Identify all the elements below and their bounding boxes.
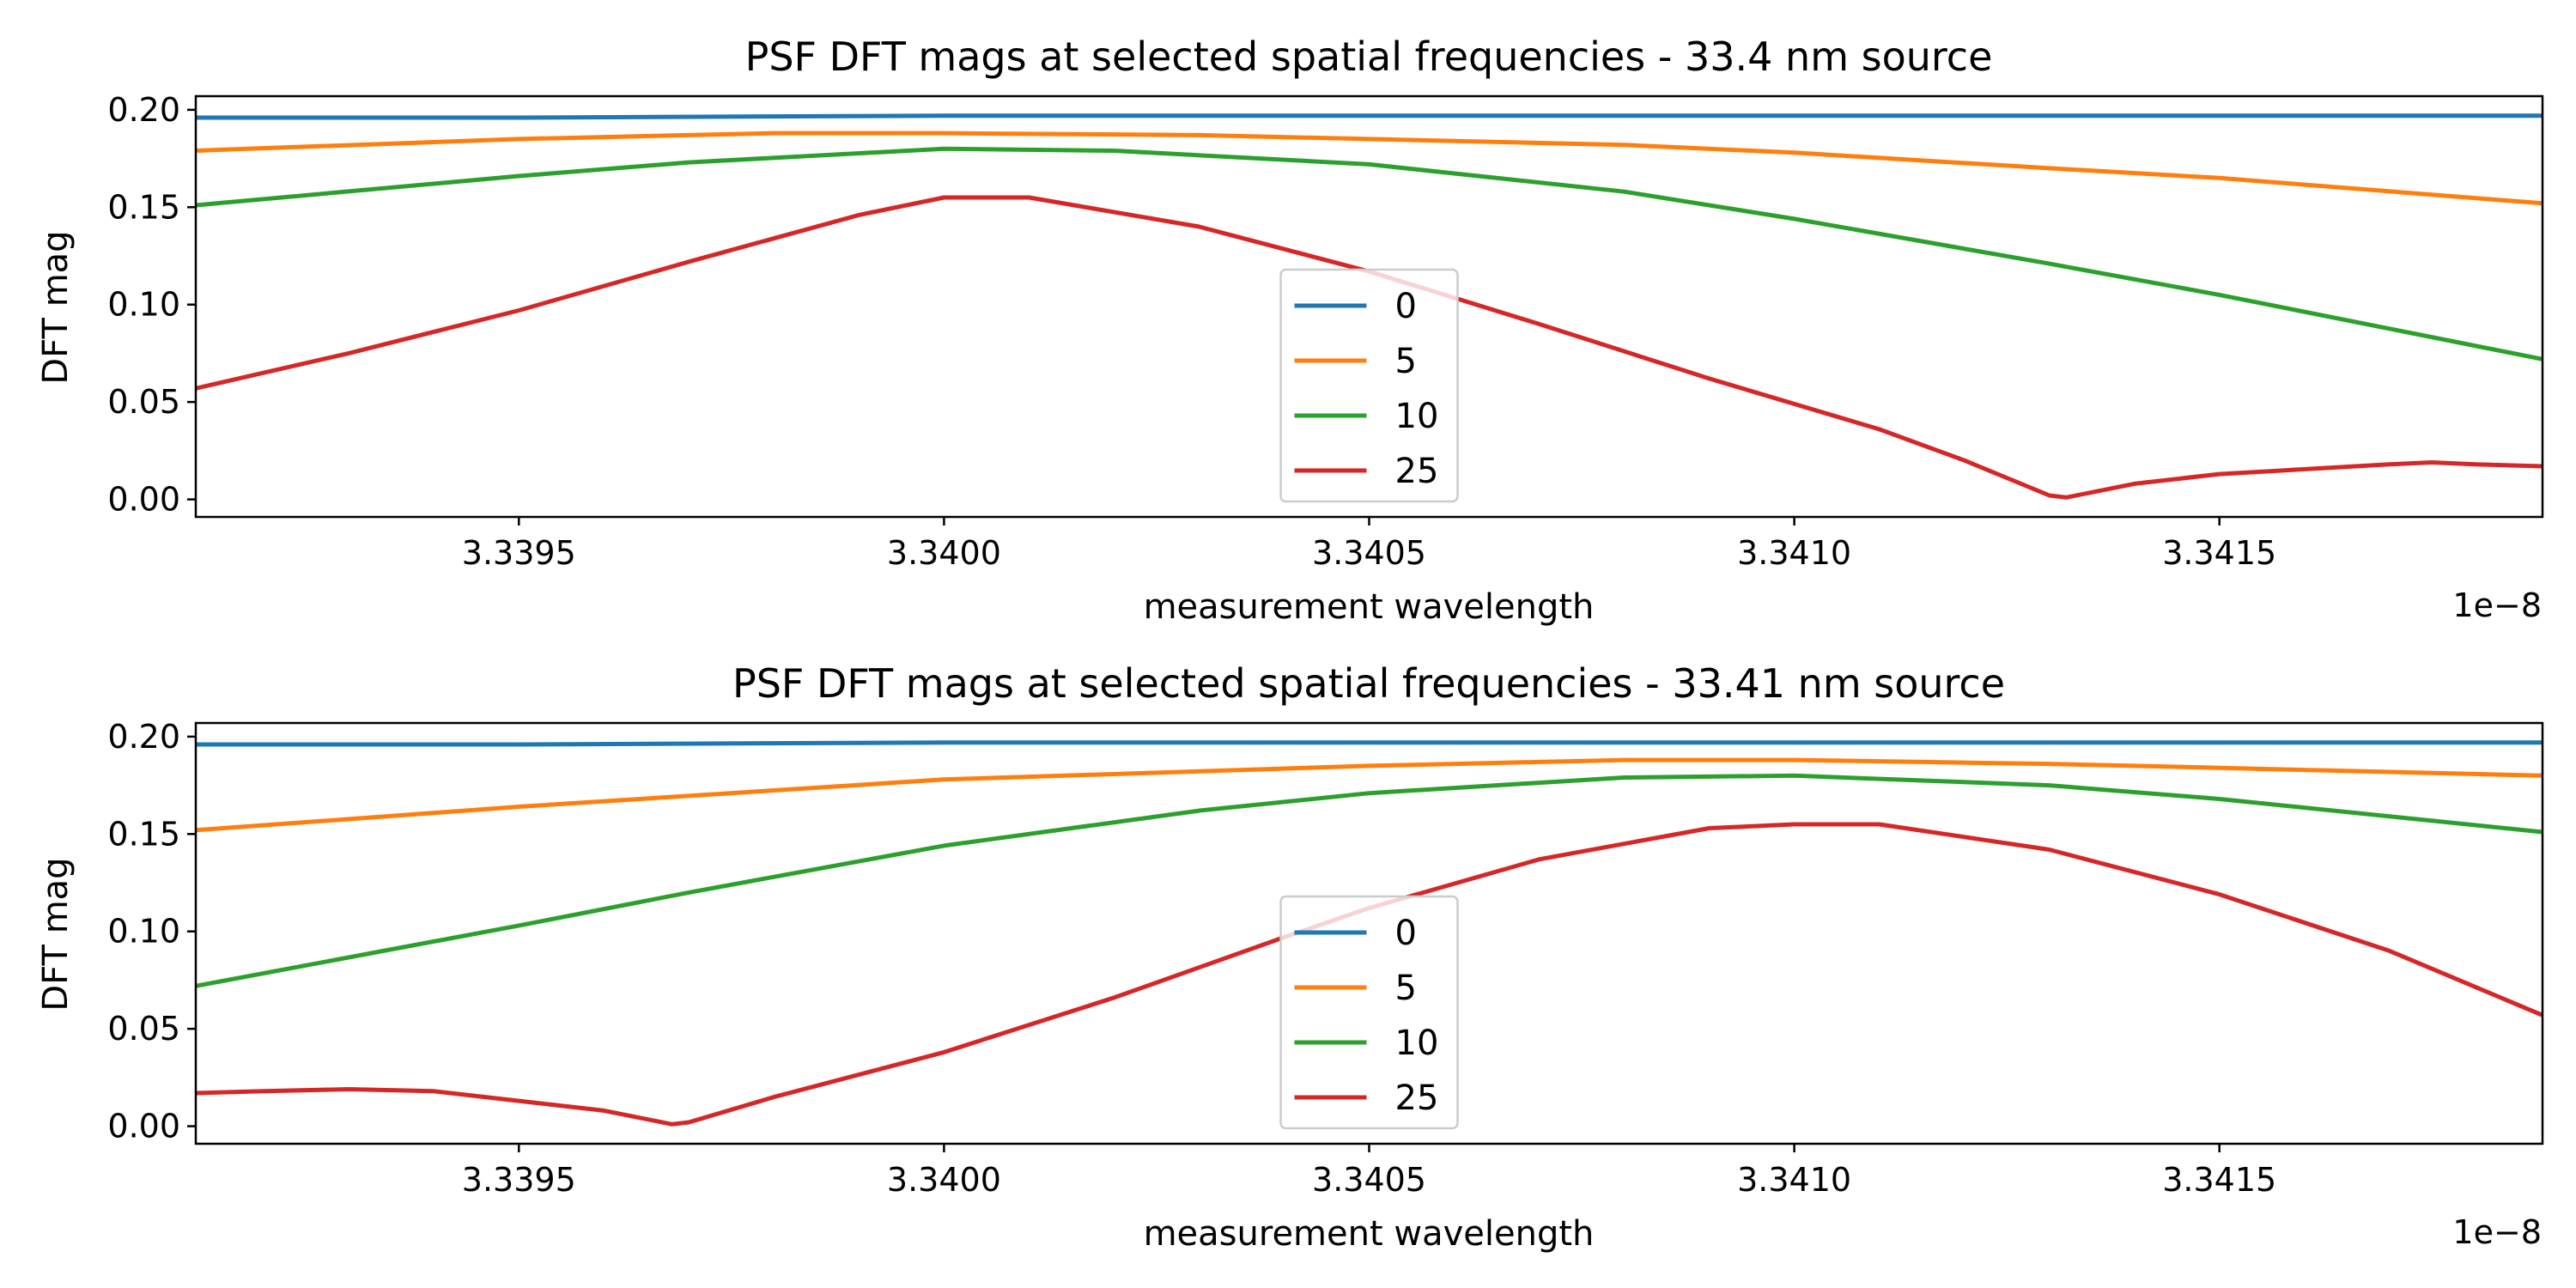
legend-label-0: 0	[1395, 287, 1417, 326]
x-offset-label: 1e−8	[2452, 586, 2542, 624]
series-line-25	[195, 195, 2543, 500]
y-axis-label: DFT mag	[36, 857, 76, 1011]
x-offset-label: 1e−8	[2452, 1213, 2542, 1251]
legend-label-25: 25	[1395, 452, 1439, 491]
x-axis-label: measurement wavelength	[1144, 587, 1595, 627]
series-line-5	[195, 757, 2543, 833]
legend-label-25: 25	[1395, 1078, 1439, 1118]
series-line-10	[195, 146, 2543, 361]
legend: 0 5 10 25	[1279, 268, 1459, 503]
y-tick-label: 0.00	[107, 1108, 180, 1145]
x-tick-label: 3.3410	[1737, 534, 1851, 572]
x-axis-label: measurement wavelength	[1144, 1214, 1595, 1254]
legend: 0 5 10 25	[1279, 895, 1459, 1130]
x-tick-label: 3.3395	[462, 534, 576, 572]
legend-box	[1279, 895, 1459, 1130]
legend-label-10: 10	[1395, 1024, 1439, 1063]
series-line-0	[196, 740, 2543, 747]
y-tick-label: 0.05	[107, 1010, 180, 1048]
legend-box	[1279, 268, 1459, 503]
y-tick-label: 0.15	[107, 188, 180, 226]
legend-label-5: 5	[1395, 969, 1417, 1008]
plot-area: 3.3395 3.3400 3.3405 3.3410 3.3415 0.00 0.05 0.…	[107, 91, 2544, 572]
chart-title: PSF DFT mags at selected spatial frequen…	[745, 33, 1993, 80]
legend-label-10: 10	[1395, 397, 1439, 436]
y-tick-label: 0.10	[107, 913, 180, 951]
y-tick-label: 0.05	[107, 383, 180, 421]
x-tick-label: 3.3415	[2162, 534, 2276, 572]
chart-title: PSF DFT mags at selected spatial frequen…	[732, 660, 2005, 707]
series-line-5	[195, 131, 2543, 206]
x-tick-label: 3.3405	[1312, 534, 1426, 572]
x-tick-label: 3.3410	[1737, 1161, 1851, 1199]
x-tick-label: 3.3400	[887, 1161, 1001, 1199]
y-tick-label: 0.20	[107, 91, 180, 129]
series-line-25	[195, 822, 2543, 1127]
x-tick-label: 3.3415	[2162, 1161, 2276, 1199]
plot-area: 3.3395 3.3400 3.3405 3.3410 3.3415 0.00 0.05 0.…	[107, 718, 2544, 1199]
x-tick-label: 3.3395	[462, 1161, 576, 1199]
x-tick-label: 3.3400	[887, 534, 1001, 572]
series-line-0	[196, 113, 2543, 120]
subplot-top: PSF DFT mags at selected spatial frequen…	[36, 33, 2544, 627]
y-axis-label: DFT mag	[36, 230, 76, 384]
series-line-10	[195, 773, 2543, 988]
legend-label-0: 0	[1395, 914, 1417, 953]
y-tick-label: 0.00	[107, 481, 180, 519]
legend-label-5: 5	[1395, 342, 1417, 381]
x-tick-label: 3.3405	[1312, 1161, 1426, 1199]
y-tick-label: 0.20	[107, 718, 180, 756]
y-tick-label: 0.10	[107, 286, 180, 324]
y-tick-label: 0.15	[107, 815, 180, 853]
subplot-bottom: PSF DFT mags at selected spatial frequen…	[36, 660, 2544, 1254]
